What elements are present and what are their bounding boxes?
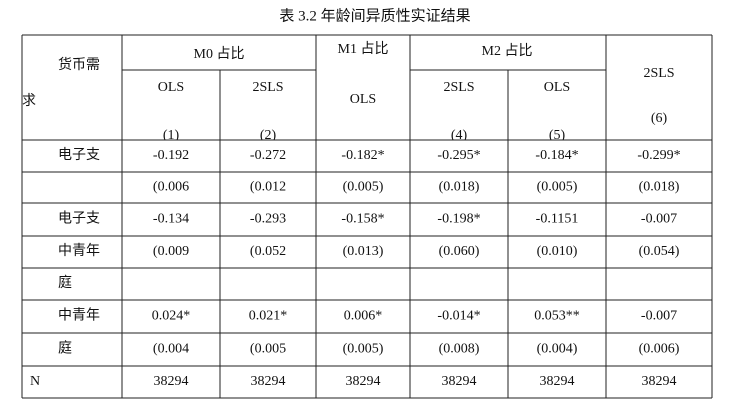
row-label: 电子支 [58, 147, 100, 163]
row-label: 庭 [58, 340, 72, 357]
cell: -0.192 [153, 148, 189, 163]
table-title: 表 3.2 年龄间异质性实证结果 [279, 7, 470, 24]
row-label: N [30, 374, 40, 389]
row-label: 电子支 [58, 211, 100, 227]
cell: (0.060) [439, 244, 480, 259]
cell: (0.010) [537, 244, 578, 259]
group-header: M0 占比 [194, 46, 245, 62]
column-number: (1) [163, 128, 180, 143]
row-label: 中青年 [58, 243, 100, 259]
method-header: OLS [544, 80, 570, 95]
cell: (0.013) [343, 244, 384, 259]
group-header: M1 占比 [338, 41, 389, 57]
row-label: 中青年 [58, 308, 100, 324]
cell: 38294 [251, 374, 286, 389]
cell: (0.012 [250, 180, 286, 195]
cell: (0.004 [153, 342, 189, 357]
grid [22, 34, 712, 140]
cell: (0.005 [250, 342, 286, 357]
cell: (0.006 [153, 180, 189, 195]
cell: -0.007 [641, 309, 677, 324]
cell: 0.021* [249, 309, 288, 324]
cell: -0.299* [637, 148, 680, 163]
cell: 38294 [540, 374, 575, 389]
cell: -0.1151 [536, 212, 579, 227]
cell: (0.008) [439, 342, 480, 357]
cell: -0.293 [250, 212, 286, 227]
cell: (0.005) [343, 180, 384, 195]
cell: 38294 [442, 374, 477, 389]
column-number: (4) [451, 128, 468, 143]
cell: (0.052 [250, 244, 286, 259]
cell: 0.053** [534, 309, 580, 324]
column-number: (2) [260, 128, 277, 143]
cell: 0.006* [344, 309, 383, 324]
cell: -0.007 [641, 212, 677, 227]
cell: (0.018) [639, 180, 680, 195]
cell: 0.024* [152, 309, 191, 324]
stub-label: 货币需 [58, 56, 100, 73]
cell: -0.198* [437, 212, 480, 227]
group-header: M2 占比 [482, 43, 533, 59]
method-header: OLS [350, 92, 376, 107]
cell: -0.158* [341, 212, 384, 227]
cell: 38294 [154, 374, 189, 389]
cell: (0.005) [537, 180, 578, 195]
method-header: 2SLS [252, 80, 283, 95]
cell: (0.006) [639, 342, 680, 357]
cell: 38294 [642, 374, 677, 389]
column-number: (5) [549, 128, 566, 143]
row-label: 庭 [58, 274, 72, 291]
cell: -0.014* [437, 309, 480, 324]
stub-label: 求 [22, 93, 36, 109]
cell: -0.184* [535, 148, 578, 163]
column-number: (6) [651, 111, 668, 126]
cell: -0.272 [250, 148, 286, 163]
cell: (0.004) [537, 342, 578, 357]
method-header: 2SLS [443, 80, 474, 95]
cell: (0.018) [439, 180, 480, 195]
cell: (0.005) [343, 342, 384, 357]
cell: -0.134 [153, 212, 189, 227]
cell: -0.182* [341, 148, 384, 163]
cell: -0.295* [437, 148, 480, 163]
cell: 38294 [346, 374, 381, 389]
cell: (0.054) [639, 244, 680, 259]
cell: (0.009 [153, 244, 189, 259]
method-header: 2SLS [643, 66, 674, 81]
method-header: OLS [158, 80, 184, 95]
